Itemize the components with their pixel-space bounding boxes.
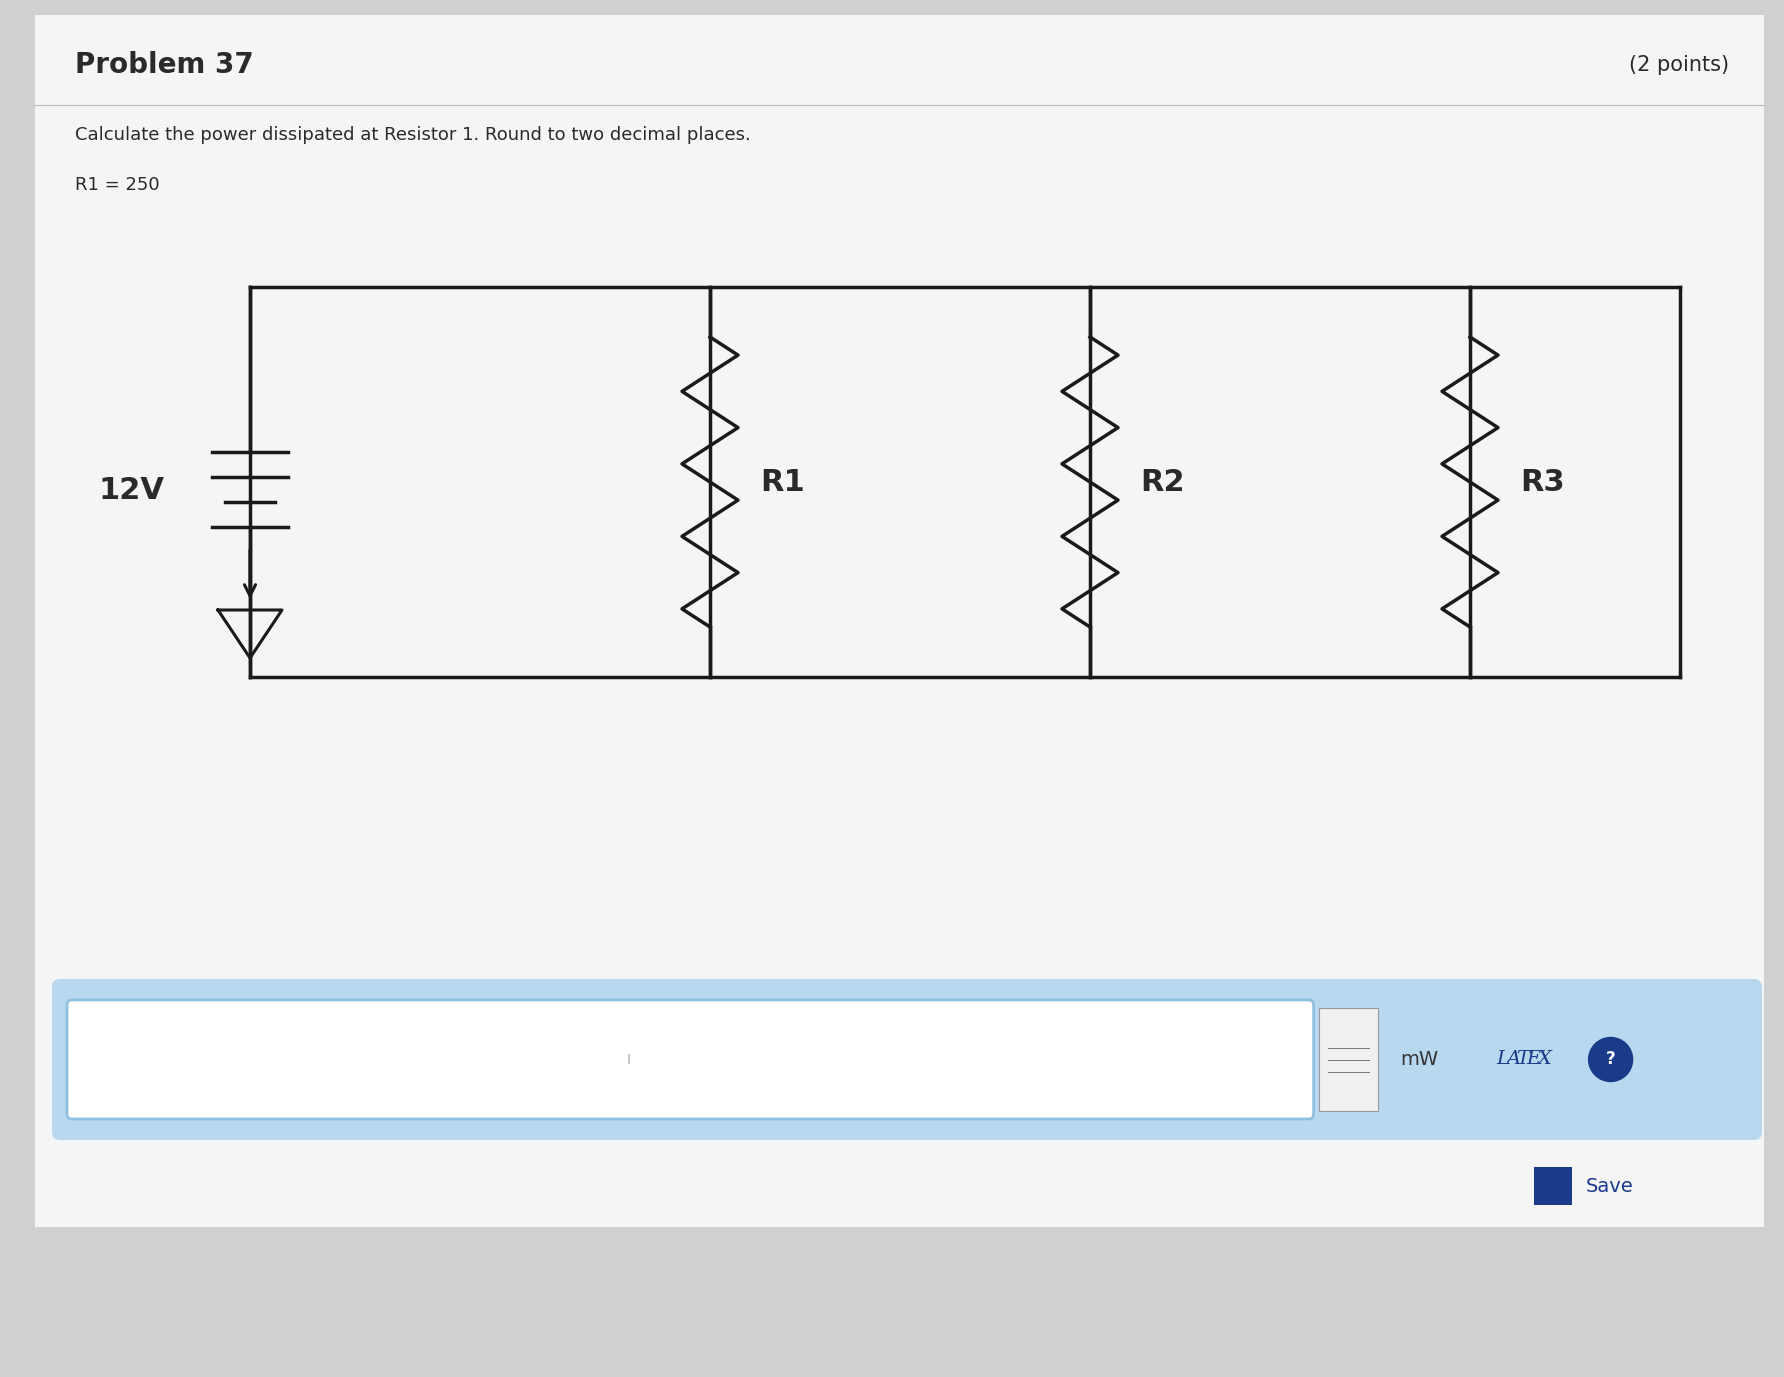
FancyBboxPatch shape [68,1000,1313,1120]
Text: Problem 37: Problem 37 [75,51,253,78]
Text: Calculate the power dissipated at Resistor 1. Round to two decimal places.: Calculate the power dissipated at Resist… [75,127,751,145]
Text: I: I [626,1052,630,1067]
Text: Save: Save [1586,1176,1634,1195]
Text: R3: R3 [1520,468,1565,497]
Text: 12V: 12V [98,475,164,504]
Bar [36,15,1764,1227]
Text: (2 points): (2 points) [1629,55,1729,74]
FancyBboxPatch shape [52,979,1763,1140]
FancyBboxPatch shape [1534,1166,1572,1205]
FancyBboxPatch shape [1318,1008,1377,1111]
Text: ?: ? [1606,1051,1616,1069]
Text: L$\!$A$\!$T$\!$E$\!$X: L$\!$A$\!$T$\!$E$\!$X [1495,1051,1554,1069]
Circle shape [1588,1037,1632,1081]
Text: R1: R1 [760,468,805,497]
Text: R1 = 250: R1 = 250 [75,176,159,194]
Text: R2: R2 [1140,468,1185,497]
Text: mW: mW [1400,1051,1438,1069]
